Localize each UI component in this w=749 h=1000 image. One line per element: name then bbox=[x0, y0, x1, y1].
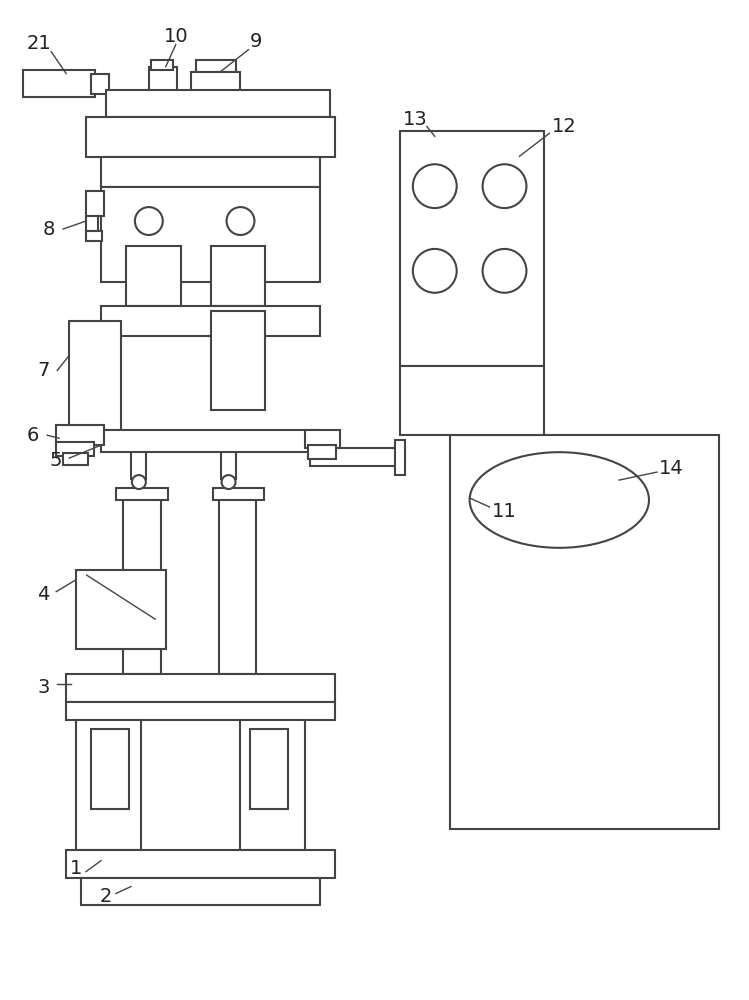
Bar bbox=[240, 720, 306, 850]
Bar bbox=[101, 306, 321, 336]
Bar bbox=[195, 60, 235, 72]
Circle shape bbox=[132, 475, 146, 489]
Circle shape bbox=[135, 207, 163, 235]
Text: 14: 14 bbox=[658, 459, 683, 478]
Bar bbox=[250, 729, 288, 809]
Ellipse shape bbox=[470, 452, 649, 548]
Bar bbox=[116, 488, 168, 500]
Bar bbox=[101, 187, 321, 282]
Bar bbox=[449, 435, 719, 829]
Text: 10: 10 bbox=[163, 27, 188, 46]
Text: 12: 12 bbox=[552, 117, 577, 136]
Text: 1: 1 bbox=[70, 859, 82, 878]
Text: 5: 5 bbox=[50, 451, 62, 470]
Bar bbox=[123, 490, 161, 674]
Bar bbox=[101, 157, 321, 187]
Text: 9: 9 bbox=[249, 32, 261, 51]
Bar bbox=[91, 74, 109, 94]
Bar bbox=[400, 366, 545, 435]
Bar bbox=[66, 674, 335, 702]
Text: 13: 13 bbox=[402, 110, 427, 129]
Text: 6: 6 bbox=[27, 426, 40, 445]
Text: 3: 3 bbox=[37, 678, 49, 697]
Bar bbox=[126, 246, 181, 306]
Bar bbox=[309, 445, 336, 459]
Bar bbox=[86, 117, 335, 157]
Bar bbox=[76, 720, 141, 850]
Bar bbox=[66, 850, 335, 878]
Text: 7: 7 bbox=[37, 361, 49, 380]
Bar bbox=[63, 453, 88, 465]
Bar bbox=[86, 231, 102, 241]
Bar bbox=[191, 72, 240, 94]
Text: 2: 2 bbox=[100, 887, 112, 906]
Bar bbox=[151, 60, 173, 70]
Circle shape bbox=[482, 249, 527, 293]
Bar bbox=[69, 321, 121, 430]
Text: 8: 8 bbox=[43, 220, 55, 239]
Bar bbox=[91, 729, 129, 809]
Bar bbox=[310, 448, 405, 466]
Bar bbox=[23, 70, 95, 97]
Bar bbox=[66, 702, 335, 720]
Bar bbox=[56, 442, 94, 456]
Bar bbox=[106, 90, 330, 117]
Bar bbox=[210, 246, 265, 306]
Bar bbox=[400, 131, 545, 366]
Text: 11: 11 bbox=[492, 502, 517, 521]
Bar bbox=[219, 490, 256, 674]
Bar bbox=[86, 191, 104, 216]
Bar bbox=[81, 878, 321, 905]
Bar bbox=[56, 425, 104, 445]
Circle shape bbox=[413, 164, 457, 208]
Circle shape bbox=[482, 164, 527, 208]
Text: 4: 4 bbox=[37, 585, 49, 604]
Circle shape bbox=[226, 207, 255, 235]
Bar bbox=[76, 570, 166, 649]
Bar bbox=[149, 67, 177, 95]
Bar bbox=[306, 430, 340, 448]
Circle shape bbox=[413, 249, 457, 293]
Text: 21: 21 bbox=[27, 34, 52, 53]
Bar bbox=[86, 216, 98, 231]
Circle shape bbox=[222, 475, 235, 489]
Bar bbox=[395, 440, 405, 475]
Bar bbox=[101, 430, 321, 452]
Bar bbox=[210, 311, 265, 410]
Bar bbox=[213, 488, 264, 500]
